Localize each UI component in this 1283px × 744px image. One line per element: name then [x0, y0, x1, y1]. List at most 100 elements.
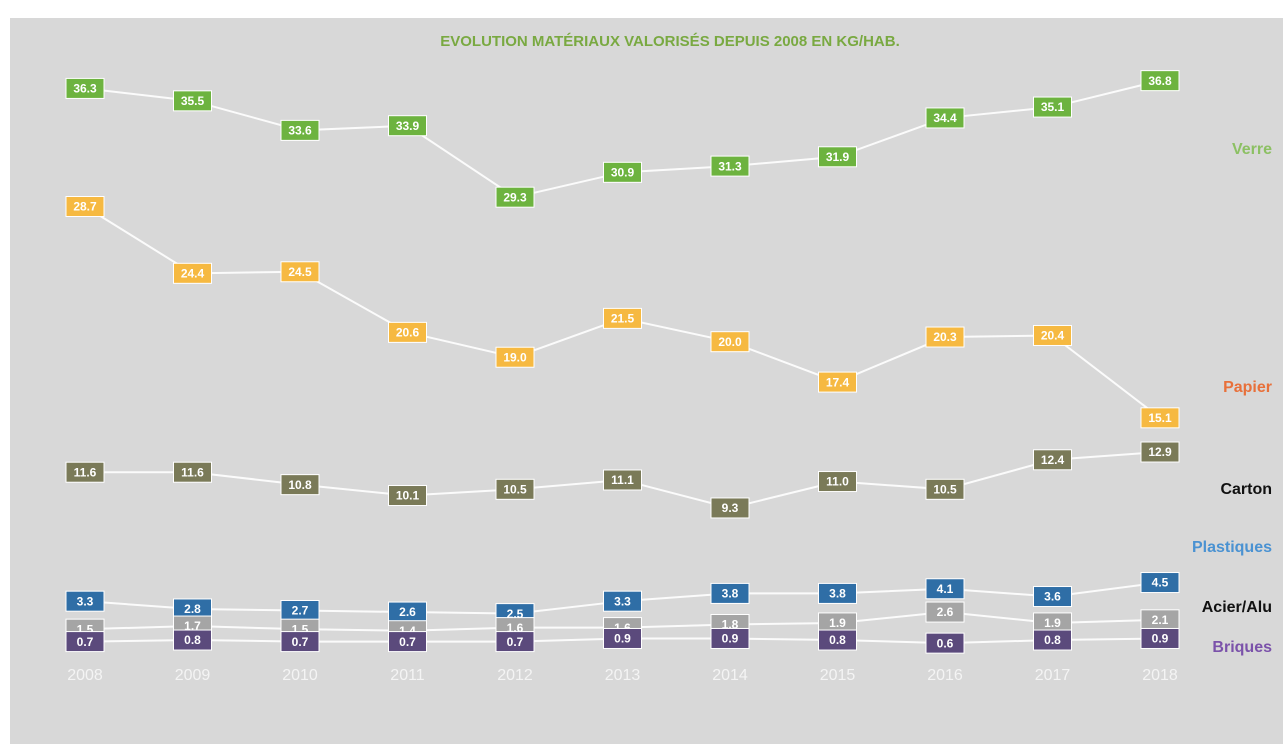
- data-marker: [388, 321, 427, 343]
- data-marker: [1140, 441, 1180, 463]
- data-marker: [603, 307, 642, 329]
- data-label: 33.9: [396, 119, 420, 133]
- data-marker: [65, 77, 105, 99]
- data-marker: [65, 590, 105, 612]
- data-label: 36.8: [1148, 74, 1172, 88]
- data-label: 24.4: [181, 266, 205, 280]
- data-label: 10.5: [503, 482, 527, 496]
- data-marker: [925, 478, 965, 500]
- data-label: 17.4: [826, 375, 850, 389]
- data-marker: [1140, 572, 1180, 594]
- data-label: 10.5: [933, 482, 957, 496]
- data-label: 0.7: [507, 635, 524, 649]
- data-label: 3.8: [829, 587, 846, 601]
- data-label: 0.9: [722, 632, 739, 646]
- data-marker: [818, 371, 857, 393]
- data-marker: [280, 474, 320, 496]
- data-label: 4.1: [937, 582, 954, 596]
- data-marker: [173, 90, 212, 112]
- x-tick-label: 2014: [712, 667, 748, 684]
- data-label: 33.6: [288, 124, 312, 138]
- data-label: 1.9: [1044, 616, 1061, 630]
- data-marker: [495, 631, 535, 653]
- x-tick-label: 2012: [497, 667, 533, 684]
- data-marker: [65, 461, 105, 483]
- data-label: 11.6: [74, 465, 97, 479]
- data-marker: [1033, 449, 1072, 471]
- data-marker: [388, 115, 427, 137]
- data-marker: [173, 461, 212, 483]
- data-label: 35.5: [181, 94, 205, 108]
- data-marker: [495, 346, 535, 368]
- data-marker: [280, 261, 320, 283]
- data-label: 34.4: [933, 111, 957, 125]
- data-marker: [603, 161, 642, 183]
- data-label: 11.6: [181, 465, 204, 479]
- data-marker: [1033, 324, 1072, 346]
- data-label: 29.3: [503, 190, 527, 204]
- data-label: 20.3: [933, 330, 957, 344]
- data-label: 0.9: [1152, 632, 1169, 646]
- data-label: 12.9: [1148, 445, 1172, 459]
- data-marker: [925, 601, 965, 623]
- data-label: 35.1: [1041, 100, 1065, 114]
- data-label: 0.9: [614, 632, 631, 646]
- data-label: 36.3: [73, 82, 97, 96]
- data-label: 11.1: [611, 473, 634, 487]
- data-label: 20.0: [718, 335, 742, 349]
- legend-label: Plastiques: [1192, 539, 1272, 556]
- data-marker: [818, 146, 857, 168]
- data-marker: [818, 582, 857, 604]
- data-label: 0.8: [184, 633, 201, 647]
- legend-label: Verre: [1232, 141, 1272, 158]
- data-marker: [388, 485, 427, 507]
- data-label: 0.7: [399, 635, 416, 649]
- data-marker: [280, 631, 320, 653]
- data-label: 11.0: [826, 475, 849, 489]
- data-label: 0.8: [829, 633, 846, 647]
- data-marker: [603, 627, 642, 649]
- x-tick-label: 2009: [175, 667, 211, 684]
- data-marker: [710, 627, 750, 649]
- x-tick-label: 2018: [1142, 667, 1178, 684]
- data-label: 20.6: [396, 326, 420, 340]
- x-tick-label: 2013: [605, 667, 641, 684]
- data-marker: [818, 471, 857, 493]
- data-label: 30.9: [611, 165, 635, 179]
- data-marker: [710, 582, 750, 604]
- data-marker: [925, 326, 965, 348]
- data-label: 2.1: [1152, 613, 1169, 627]
- data-marker: [495, 186, 535, 208]
- data-marker: [710, 155, 750, 177]
- x-tick-label: 2011: [390, 667, 425, 684]
- data-label: 2.6: [937, 605, 954, 619]
- data-marker: [925, 578, 965, 600]
- data-label: 0.8: [1044, 633, 1061, 647]
- data-label: 15.1: [1148, 411, 1172, 425]
- x-tick-label: 2010: [282, 667, 318, 684]
- data-label: 10.1: [396, 489, 420, 503]
- data-marker: [173, 262, 212, 284]
- data-label: 3.3: [614, 594, 631, 608]
- data-label: 28.7: [73, 200, 97, 214]
- x-tick-label: 2008: [67, 667, 103, 684]
- data-label: 19.0: [503, 350, 527, 364]
- data-marker: [1033, 629, 1072, 651]
- x-tick-label: 2015: [820, 667, 856, 684]
- legend-label: Carton: [1220, 481, 1272, 498]
- data-label: 2.6: [399, 605, 416, 619]
- data-label: 24.5: [288, 265, 312, 279]
- data-label: 10.8: [288, 478, 312, 492]
- data-marker: [1140, 627, 1180, 649]
- data-label: 9.3: [722, 501, 739, 515]
- data-label: 21.5: [611, 312, 635, 326]
- data-marker: [925, 107, 965, 129]
- legend-label: Papier: [1223, 379, 1272, 396]
- data-label: 0.6: [937, 636, 954, 650]
- data-marker: [1033, 586, 1072, 608]
- data-marker: [388, 631, 427, 653]
- data-marker: [1140, 70, 1180, 92]
- data-label: 20.4: [1041, 329, 1065, 343]
- data-label: 3.6: [1044, 590, 1061, 604]
